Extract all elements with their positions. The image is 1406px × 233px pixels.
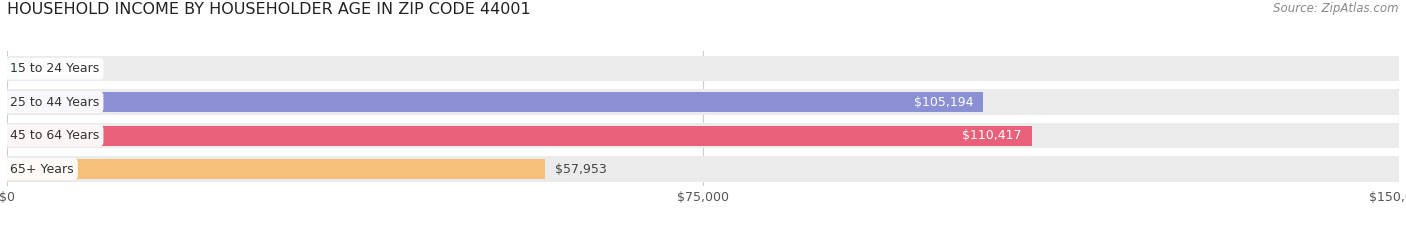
Bar	[7, 156, 1399, 182]
Bar	[7, 126, 1032, 146]
Bar	[7, 56, 1399, 81]
Text: $105,194: $105,194	[914, 96, 973, 109]
Bar	[7, 59, 18, 79]
Text: $110,417: $110,417	[963, 129, 1022, 142]
Text: HOUSEHOLD INCOME BY HOUSEHOLDER AGE IN ZIP CODE 44001: HOUSEHOLD INCOME BY HOUSEHOLDER AGE IN Z…	[7, 2, 531, 17]
Text: 25 to 44 Years: 25 to 44 Years	[10, 96, 98, 109]
Text: $0: $0	[28, 62, 44, 75]
Text: 15 to 24 Years: 15 to 24 Years	[10, 62, 98, 75]
Bar	[7, 159, 544, 179]
Bar	[7, 123, 1399, 148]
Text: 65+ Years: 65+ Years	[10, 162, 73, 175]
Text: $57,953: $57,953	[554, 162, 606, 175]
Text: 45 to 64 Years: 45 to 64 Years	[10, 129, 98, 142]
Text: Source: ZipAtlas.com: Source: ZipAtlas.com	[1274, 2, 1399, 15]
Bar	[7, 92, 983, 112]
Bar	[7, 89, 1399, 115]
